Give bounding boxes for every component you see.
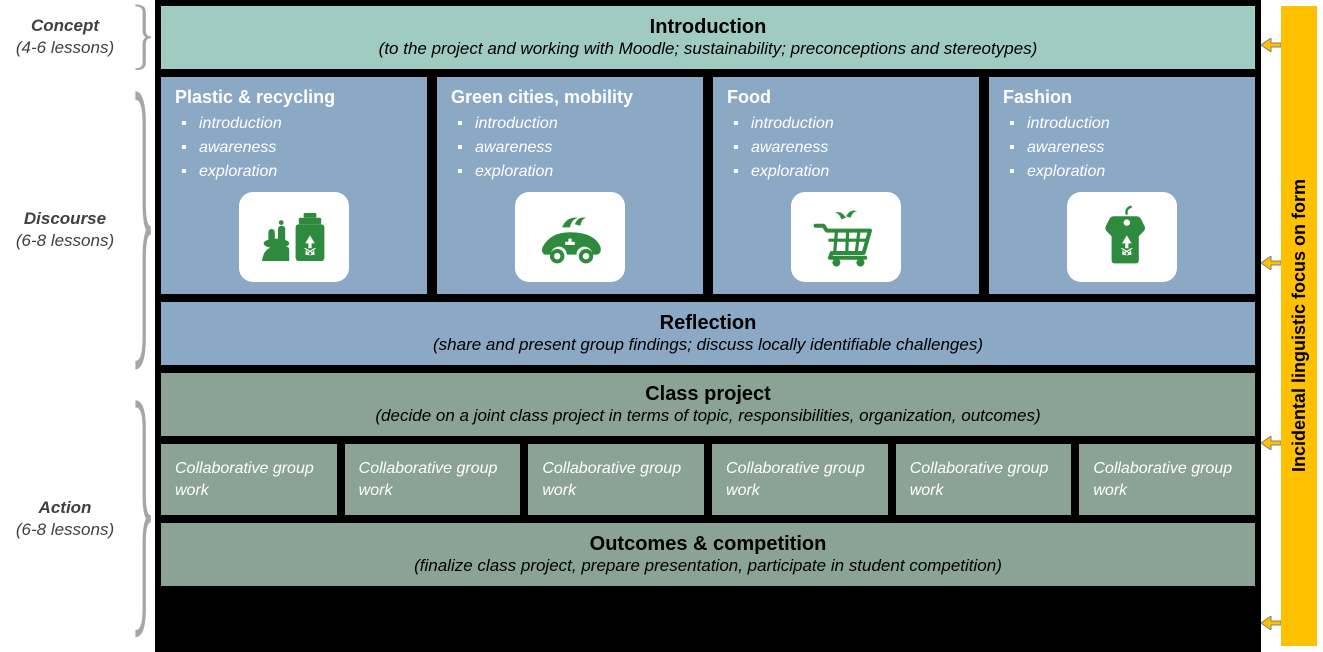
- topic-card-bullets: introductionawarenessexploration: [451, 112, 689, 184]
- topic-cards-row: Plastic & recyclingintroductionawareness…: [161, 77, 1255, 294]
- topic-bullet: introduction: [181, 112, 413, 136]
- main-grid: Introduction (to the project and working…: [155, 0, 1261, 652]
- stage-action-sub: (6-8 lessons): [10, 519, 120, 541]
- arrow-left-icon: [1261, 38, 1281, 52]
- class-project-banner: Class project (decide on a joint class p…: [161, 373, 1255, 436]
- topic-card-bullets: introductionawarenessexploration: [1003, 112, 1241, 184]
- left-stage-labels: Concept (4-6 lessons) Discourse (6-8 les…: [0, 0, 155, 652]
- arrow-left-icon: [1261, 616, 1281, 630]
- brace-icon: [131, 399, 153, 638]
- stage-action-title: Action: [39, 498, 92, 517]
- topic-bullet: awareness: [733, 136, 965, 160]
- topic-card: Fashion introductionawarenessexploration: [989, 77, 1255, 294]
- reflection-banner: Reflection (share and present group find…: [161, 302, 1255, 365]
- stage-concept-title: Concept: [31, 16, 99, 35]
- topic-card-bullets: introductionawarenessexploration: [175, 112, 413, 184]
- topic-bullet: introduction: [733, 112, 965, 136]
- arrow-left-icon: [1261, 436, 1281, 450]
- group-work-cell: Collaborative group work: [528, 444, 704, 515]
- topic-card-title: Food: [727, 87, 965, 108]
- brace-icon: [131, 4, 153, 71]
- outcomes-banner: Outcomes & competition (finalize class p…: [161, 523, 1255, 586]
- intro-banner: Introduction (to the project and working…: [161, 6, 1255, 69]
- stage-concept-sub: (4-6 lessons): [10, 37, 120, 59]
- topic-card: Food introductionawarenessexploration: [713, 77, 979, 294]
- class-project-title: Class project: [175, 383, 1241, 406]
- group-work-cell: Collaborative group work: [1079, 444, 1255, 515]
- topic-bullet: exploration: [457, 160, 689, 184]
- stage-discourse: Discourse (6-8 lessons): [0, 74, 155, 386]
- topic-card-title: Fashion: [1003, 87, 1241, 108]
- topic-bullet: exploration: [181, 160, 413, 184]
- topic-bullet: awareness: [181, 136, 413, 160]
- stage-action: Action (6-8 lessons): [0, 386, 155, 652]
- topic-card: Green cities, mobility introductionawaren…: [437, 77, 703, 294]
- outcomes-sub: (finalize class project, prepare present…: [175, 556, 1241, 576]
- group-work-cell: Collaborative group work: [161, 444, 337, 515]
- stage-concept: Concept (4-6 lessons): [0, 0, 155, 74]
- recycle-icon: [239, 192, 349, 282]
- group-work-cell: Collaborative group work: [712, 444, 888, 515]
- intro-sub: (to the project and working with Moodle;…: [175, 39, 1241, 59]
- reflection-title: Reflection: [175, 312, 1241, 335]
- group-work-cell: Collaborative group work: [345, 444, 521, 515]
- intro-title: Introduction: [175, 16, 1241, 39]
- stage-discourse-title: Discourse: [24, 209, 106, 228]
- topic-bullet: introduction: [457, 112, 689, 136]
- right-sidebar: Incidental linguistic focus on form: [1261, 0, 1323, 652]
- reflection-sub: (share and present group findings; discu…: [175, 335, 1241, 355]
- cart-icon: [791, 192, 901, 282]
- sidebar-strip: Incidental linguistic focus on form: [1281, 6, 1317, 646]
- topic-card-bullets: introductionawarenessexploration: [727, 112, 965, 184]
- topic-bullet: introduction: [1009, 112, 1241, 136]
- topic-bullet: exploration: [1009, 160, 1241, 184]
- arrow-left-icon: [1261, 256, 1281, 270]
- brace-icon: [131, 90, 153, 371]
- topic-card-title: Green cities, mobility: [451, 87, 689, 108]
- tag-icon: [1067, 192, 1177, 282]
- class-project-sub: (decide on a joint class project in term…: [175, 406, 1241, 426]
- topic-bullet: awareness: [457, 136, 689, 160]
- outcomes-title: Outcomes & competition: [175, 533, 1241, 556]
- car-icon: [515, 192, 625, 282]
- topic-card-title: Plastic & recycling: [175, 87, 413, 108]
- stage-discourse-sub: (6-8 lessons): [10, 230, 120, 252]
- topic-bullet: awareness: [1009, 136, 1241, 160]
- group-work-row: Collaborative group workCollaborative gr…: [161, 444, 1255, 515]
- topic-card: Plastic & recycling introductionawareness…: [161, 77, 427, 294]
- sidebar-label: Incidental linguistic focus on form: [1289, 179, 1310, 472]
- group-work-cell: Collaborative group work: [896, 444, 1072, 515]
- topic-bullet: exploration: [733, 160, 965, 184]
